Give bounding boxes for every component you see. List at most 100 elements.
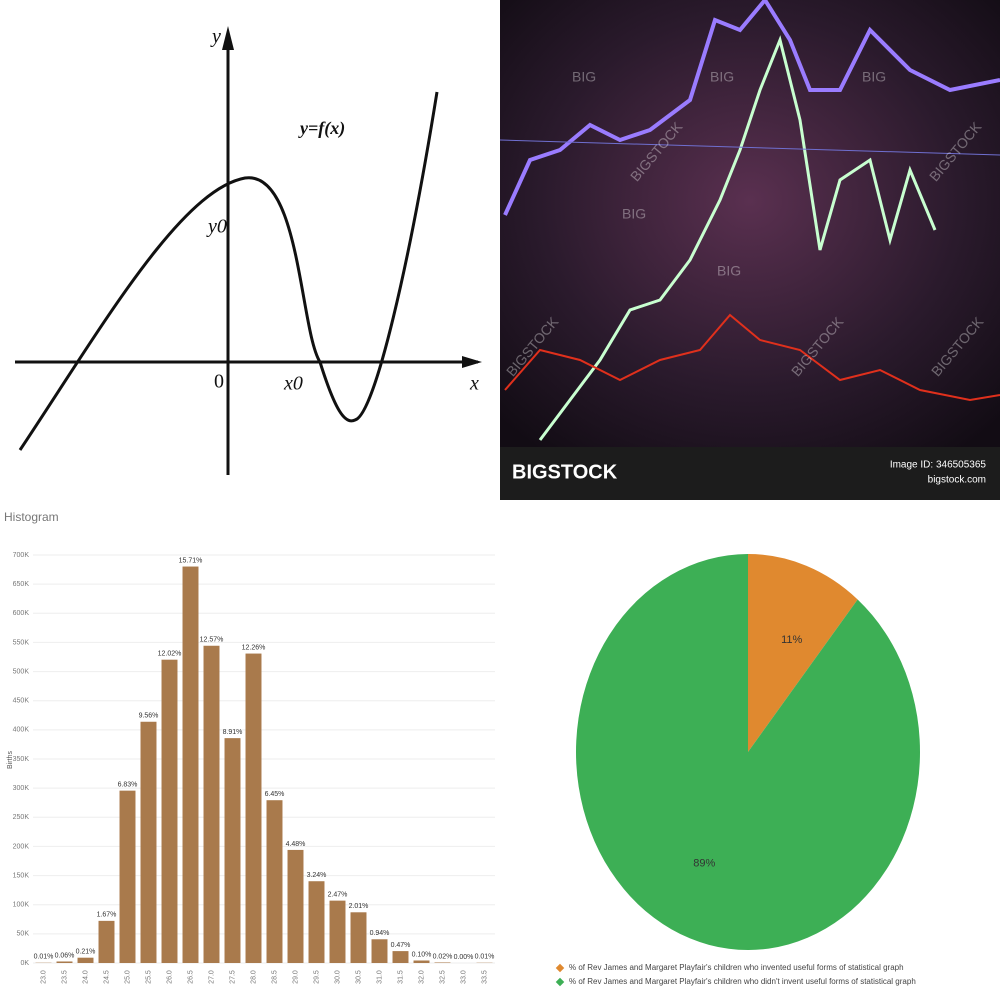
y-arrow bbox=[222, 26, 234, 50]
bar bbox=[288, 850, 304, 963]
x-tick-label: 32.5 bbox=[439, 970, 446, 984]
bar-label: 0.01% bbox=[34, 954, 54, 961]
x-tick-label: 25.0 bbox=[124, 970, 131, 984]
x-tick-label: 30.0 bbox=[334, 970, 341, 984]
y-tick-label: 550K bbox=[13, 639, 30, 646]
site: bigstock.com bbox=[928, 475, 986, 486]
bar bbox=[435, 962, 451, 963]
bar bbox=[372, 939, 388, 963]
y-tick-label: 400K bbox=[13, 727, 30, 734]
brand: BIGSTOCK bbox=[512, 461, 618, 483]
x-tick-label: 31.0 bbox=[376, 970, 383, 984]
chart-title: Histogram bbox=[4, 510, 59, 524]
bar-label: 3.24% bbox=[307, 872, 327, 879]
x-tick-label: 33.5 bbox=[481, 970, 488, 984]
y-tick-label: 300K bbox=[13, 785, 30, 792]
x-tick-label: 23.0 bbox=[40, 970, 47, 984]
x-tick-label: 28.0 bbox=[250, 970, 257, 984]
y-tick-label: 100K bbox=[13, 902, 30, 909]
bar bbox=[141, 722, 157, 963]
x-arrow bbox=[462, 356, 482, 368]
bar bbox=[309, 881, 325, 963]
bar-label: 9.56% bbox=[139, 713, 159, 720]
bar bbox=[225, 738, 241, 963]
x-tick-label: 28.5 bbox=[271, 970, 278, 984]
bar-label: 12.02% bbox=[158, 651, 182, 658]
x-tick-label: 30.5 bbox=[355, 970, 362, 984]
bar-label: 0.01% bbox=[475, 954, 495, 961]
y0-label: y0 bbox=[206, 216, 227, 238]
x-tick-label: 26.5 bbox=[187, 970, 194, 984]
slice-label: 89% bbox=[693, 858, 715, 870]
watermark: BIG bbox=[862, 69, 886, 85]
y-tick-label: 0K bbox=[20, 960, 29, 967]
bar-label: 6.83% bbox=[118, 781, 138, 788]
x-tick-label: 27.5 bbox=[229, 970, 236, 984]
bar-label: 0.06% bbox=[55, 952, 75, 959]
y-tick-label: 200K bbox=[13, 843, 30, 850]
bar bbox=[162, 660, 178, 963]
x-tick-label: 32.0 bbox=[418, 970, 425, 984]
y-tick-label: 250K bbox=[13, 814, 30, 821]
bar-label: 0.00% bbox=[454, 954, 474, 961]
bar-label: 2.47% bbox=[328, 891, 348, 898]
bar bbox=[330, 901, 346, 963]
bar-label: 8.91% bbox=[223, 729, 243, 736]
watermark: BIG bbox=[622, 206, 646, 222]
x-tick-label: 33.0 bbox=[460, 970, 467, 984]
bar-label: 0.47% bbox=[391, 942, 411, 949]
x-tick-label: 29.0 bbox=[292, 970, 299, 984]
origin-label: 0 bbox=[214, 371, 224, 393]
x-tick-label: 25.5 bbox=[145, 970, 152, 984]
bar bbox=[183, 567, 199, 963]
y-tick-label: 700K bbox=[13, 552, 30, 559]
pie-chart: 11% % of Rev James and Margaret Playfair'… bbox=[556, 554, 920, 986]
bar-label: 0.02% bbox=[433, 953, 453, 960]
x0-label: x0 bbox=[283, 373, 303, 395]
bar bbox=[414, 960, 430, 963]
x-tick-label: 24.5 bbox=[103, 970, 110, 984]
y-tick-label: 150K bbox=[13, 872, 30, 879]
bar bbox=[57, 961, 73, 963]
slice-label: 11% bbox=[781, 634, 802, 646]
image-id: Image ID: 346505365 bbox=[890, 460, 987, 471]
y-tick-label: 500K bbox=[13, 668, 30, 675]
legend-label: % of Rev James and Margaret Playfair's c… bbox=[569, 977, 916, 986]
x-tick-label: 26.0 bbox=[166, 970, 173, 984]
bar-label: 12.57% bbox=[200, 637, 224, 644]
legend-swatch bbox=[556, 964, 564, 972]
bar bbox=[267, 800, 283, 963]
bar-label: 12.26% bbox=[242, 644, 266, 651]
x-tick-label: 31.5 bbox=[397, 970, 404, 984]
stock-photo: BIGSTOCK Image ID: 346505365 bigstock.co… bbox=[500, 0, 1000, 500]
bar-label: 2.01% bbox=[349, 903, 369, 910]
bar-label: 4.48% bbox=[286, 841, 306, 848]
bar-label: 0.10% bbox=[412, 951, 432, 958]
bar bbox=[351, 912, 367, 963]
y-tick-label: 450K bbox=[13, 698, 30, 705]
bar-label: 0.21% bbox=[76, 949, 96, 956]
legend-label: % of Rev James and Margaret Playfair's c… bbox=[569, 963, 904, 972]
y-axis-label: y bbox=[210, 26, 221, 48]
x-axis-label: x bbox=[469, 373, 479, 395]
watermark: BIG bbox=[710, 69, 734, 85]
y-tick-label: 50K bbox=[17, 931, 30, 938]
photo-background bbox=[500, 0, 1000, 447]
x-tick-label: 29.5 bbox=[313, 970, 320, 984]
bar bbox=[246, 654, 262, 963]
watermark: BIG bbox=[572, 69, 596, 85]
bar bbox=[78, 958, 94, 963]
bar bbox=[204, 646, 220, 963]
x-tick-label: 27.0 bbox=[208, 970, 215, 984]
bar bbox=[393, 951, 409, 963]
x-tick-label: 24.0 bbox=[82, 970, 89, 984]
histogram: HistogramBirths0K50K100K150K200K250K300K… bbox=[4, 510, 495, 984]
bar-label: 1.67% bbox=[97, 912, 117, 919]
bar bbox=[99, 921, 115, 963]
watermark: BIG bbox=[717, 263, 741, 279]
y-tick-label: 600K bbox=[13, 610, 30, 617]
pie-slice bbox=[576, 554, 920, 950]
y-tick-label: 350K bbox=[13, 756, 30, 763]
bar-label: 15.71% bbox=[179, 557, 203, 564]
